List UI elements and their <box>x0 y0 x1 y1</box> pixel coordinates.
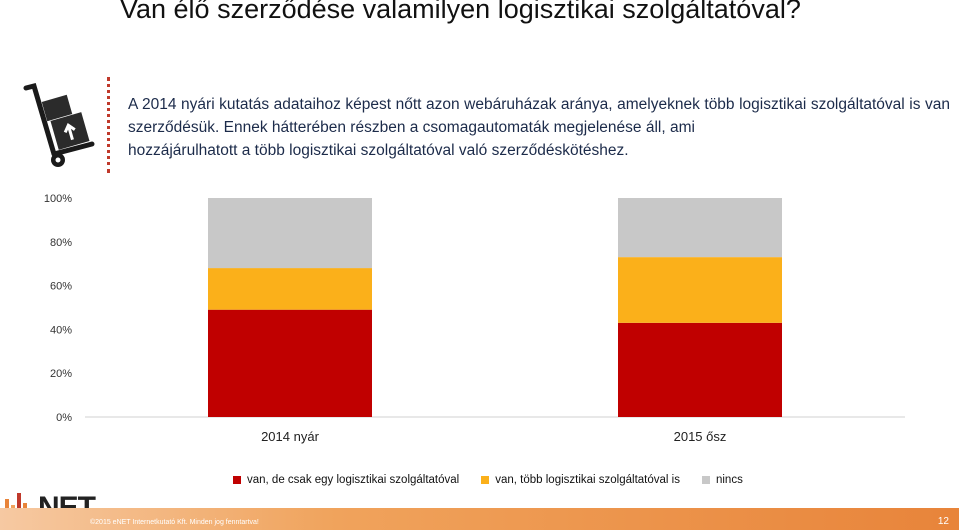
legend-label: nincs <box>715 474 743 486</box>
y-tick-label: 100% <box>44 193 72 205</box>
y-tick-label: 40% <box>50 324 72 336</box>
footer-copyright: ©2015 eNET Internetkutató Kft. Minden jo… <box>90 519 259 526</box>
legend-swatch <box>481 476 490 484</box>
legend-swatch <box>701 476 710 484</box>
intro-text: A 2014 nyári kutatás adataihoz képest nő… <box>128 93 950 162</box>
hand-truck-box-icon <box>20 80 100 170</box>
intro-line-1: A 2014 nyári kutatás adataihoz képest nő… <box>128 96 950 136</box>
bar-segment-1 <box>208 309 372 417</box>
x-category-label: 2014 nyár <box>261 429 319 444</box>
bar-segment-2 <box>618 257 782 323</box>
bar-segment-3 <box>208 198 372 269</box>
chart-legend: van, de csak egy logisztikai szolgáltató… <box>233 474 743 486</box>
bar-segment-3 <box>618 198 782 258</box>
x-category-label: 2015 ősz <box>674 429 727 444</box>
bar-segment-1 <box>618 322 782 417</box>
y-tick-label: 20% <box>50 368 72 380</box>
legend-label: van, de csak egy logisztikai szolgáltató… <box>247 474 460 486</box>
legend-item: van, több logisztikai szolgáltatóval is <box>481 474 680 486</box>
legend-swatch <box>233 476 241 484</box>
legend-item: van, de csak egy logisztikai szolgáltató… <box>233 474 459 486</box>
slide-title: Van élő szerződése valamilyen logisztika… <box>120 0 801 24</box>
intro-line-2: hozzájárulhatott a több logisztikai szol… <box>128 142 629 159</box>
legend-item: nincs <box>701 474 743 486</box>
stacked-bar-chart: 0% 20% 40% 60% 80% 100% 2014 nyár 2015 ősz <box>44 193 905 444</box>
y-tick-label: 60% <box>50 281 72 293</box>
dotted-divider <box>107 77 110 173</box>
y-tick-label: 0% <box>56 412 72 424</box>
footer-bar <box>0 508 959 530</box>
bar-segment-2 <box>208 268 372 310</box>
legend-label: van, több logisztikai szolgáltatóval is <box>495 474 680 486</box>
page-number: 12 <box>937 516 949 527</box>
y-tick-label: 80% <box>50 237 72 249</box>
